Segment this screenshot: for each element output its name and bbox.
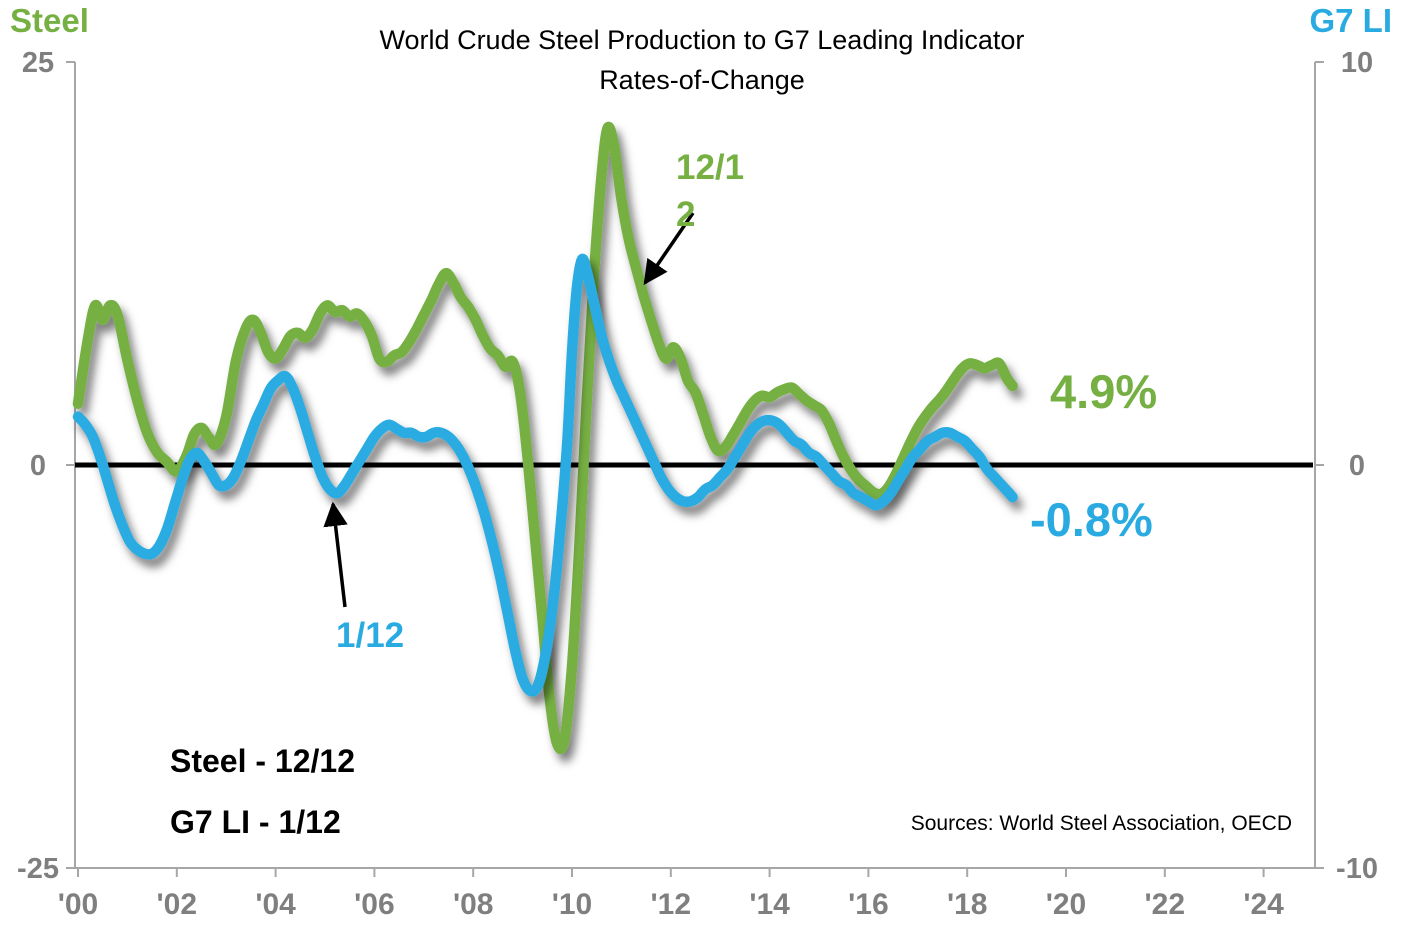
x-axis-label: '08: [453, 888, 494, 921]
legend-g7-label: G7 LI - 1/12: [170, 804, 341, 840]
x-axis-label: '10: [552, 888, 593, 921]
steel-latest-value: 4.9%: [1050, 365, 1158, 418]
left-axis-label: 0: [30, 450, 46, 482]
steel-series-callout: 12/1 2: [676, 144, 744, 238]
steel-series-callout-line2: 2: [676, 195, 696, 234]
right-axis-label: -10: [1336, 853, 1378, 885]
left-axis-label: 25: [22, 47, 54, 79]
steel-series-line: [72, 121, 1018, 755]
x-axis-label: '16: [848, 888, 889, 921]
g7-callout-arrow: [323, 501, 348, 608]
x-axis-label: '22: [1145, 888, 1186, 921]
x-axis-label: '02: [157, 888, 198, 921]
right-axis-label: 0: [1349, 450, 1365, 482]
steel-callout-arrow: [643, 212, 695, 286]
x-axis-label: '06: [354, 888, 395, 921]
left-axis-label: -25: [17, 853, 59, 885]
chart-title-line1: World Crude Steel Production to G7 Leadi…: [379, 25, 1025, 55]
sources-note: Sources: World Steel Association, OECD: [910, 812, 1292, 835]
legend-steel-label: Steel - 12/12: [170, 743, 355, 779]
chart-title-line2: Rates-of-Change: [599, 65, 805, 95]
x-axis-label: '14: [749, 888, 790, 921]
y-axis-labels: 25 0 -25 10 0 -10: [17, 47, 1378, 885]
g7-series-callout: 1/12: [336, 616, 405, 655]
steel-series-callout-line1: 12/1: [676, 148, 745, 187]
g7-series-line: [72, 253, 1018, 697]
chart-title: World Crude Steel Production to G7 Leadi…: [0, 20, 1404, 100]
x-axis-label: '18: [947, 888, 988, 921]
x-axis-labels: '00 '02 '04 '06 '08 '10 '12 '14 '16 '18 '20 '22 '24: [58, 888, 1284, 921]
x-axis-label: '00: [58, 888, 99, 921]
x-axis-label: '24: [1243, 888, 1284, 921]
x-axis-label: '04: [255, 888, 296, 921]
g7-latest-value: -0.8%: [1030, 493, 1153, 546]
left-axis-title: Steel: [10, 2, 89, 39]
x-axis-label: '20: [1046, 888, 1087, 921]
x-axis-label: '12: [651, 888, 692, 921]
right-axis-label: 10: [1341, 47, 1373, 79]
axis-tick-marks: [66, 61, 1324, 877]
right-axis-title: G7 LI: [1309, 2, 1392, 39]
